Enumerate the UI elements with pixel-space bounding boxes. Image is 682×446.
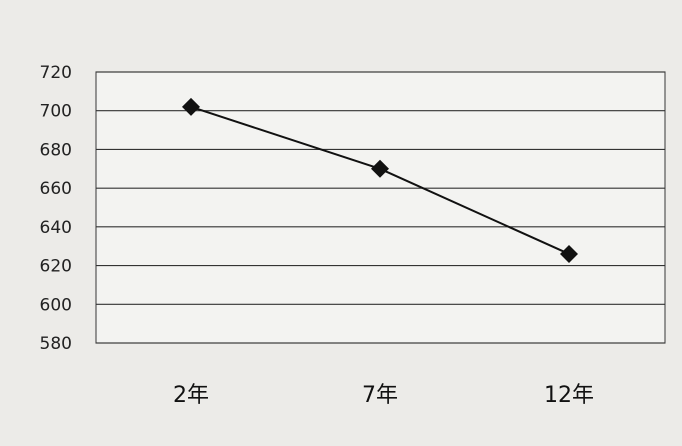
x-category-label: 7年 — [362, 383, 398, 408]
y-tick-label: 620 — [40, 257, 72, 277]
plot-area — [95, 71, 666, 344]
data-point-marker — [560, 244, 578, 263]
series-layer — [182, 97, 578, 263]
y-tick-label: 700 — [40, 102, 72, 122]
y-tick-label: 580 — [40, 334, 72, 354]
y-tick-label: 640 — [40, 218, 72, 238]
data-point-marker — [182, 97, 200, 116]
x-category-label: 12年 — [544, 383, 594, 408]
x-category-label: 2年 — [173, 383, 209, 408]
x-axis-category-labels: 2年 7年 12年 — [173, 383, 594, 408]
y-tick-label: 680 — [40, 140, 72, 160]
y-tick-label: 720 — [40, 63, 72, 83]
y-tick-label: 660 — [40, 179, 72, 199]
data-point-marker — [371, 159, 389, 178]
y-axis-tick-labels: 720 700 680 660 640 620 600 580 — [40, 63, 72, 354]
y-tick-label: 600 — [40, 295, 72, 315]
